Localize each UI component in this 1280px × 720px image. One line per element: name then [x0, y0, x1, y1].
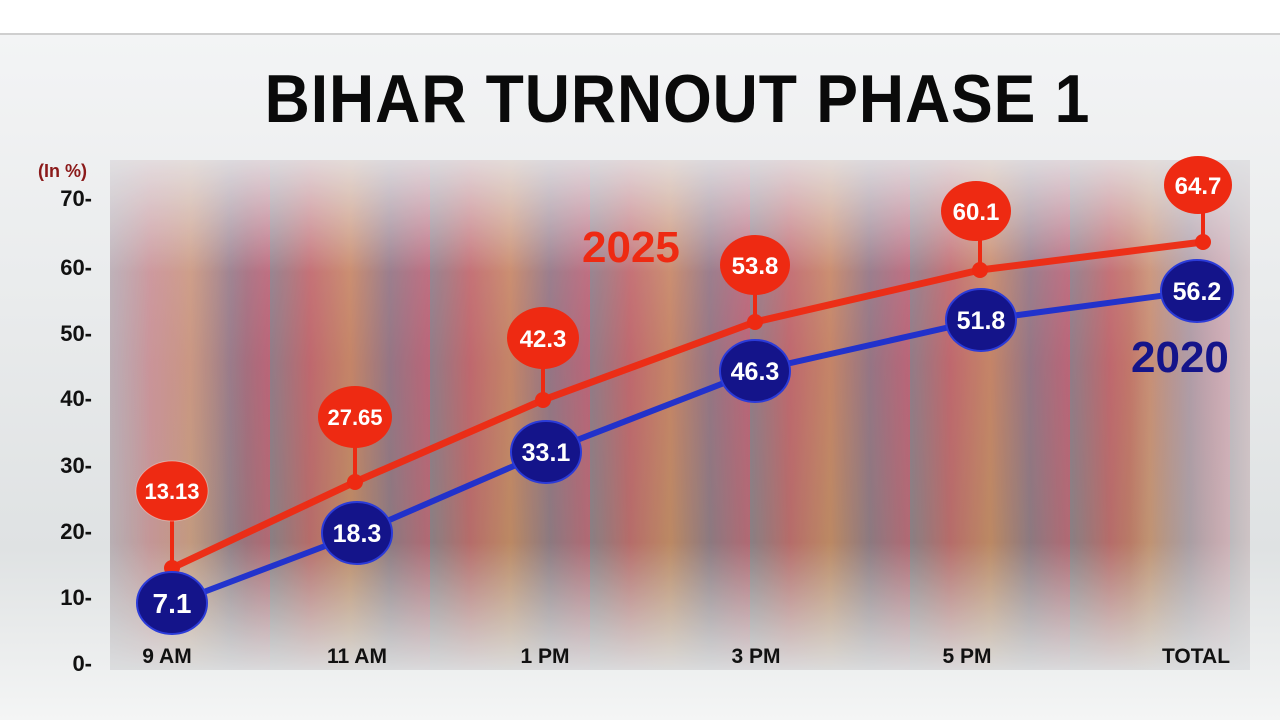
series-label-2020: 2020 — [1131, 333, 1229, 382]
data-point-2020-9am: 7.1 — [136, 571, 208, 635]
x-tick-5pm: 5 PM — [942, 645, 992, 668]
value-label: 64.7 — [1175, 173, 1222, 200]
value-label: 27.65 — [327, 405, 382, 430]
y-tick-40: 40- — [60, 386, 92, 411]
series-label-2025: 2025 — [582, 223, 680, 272]
data-point-2025-total: 64.7 — [1164, 156, 1232, 250]
chart-title: BIHAR TURNOUT PHASE 1 — [264, 61, 1091, 137]
value-label: 60.1 — [953, 199, 1000, 226]
data-point-2020-total: 56.2 — [1160, 259, 1234, 323]
value-label: 42.3 — [520, 326, 567, 353]
y-tick-50: 50- — [60, 321, 92, 346]
data-point-2020-1pm: 33.1 — [510, 420, 582, 484]
data-point-2020-5pm: 51.8 — [945, 288, 1017, 352]
series-line-2020 — [170, 288, 1198, 607]
data-point-2025-11am: 27.65 — [318, 386, 392, 490]
x-tick-1pm: 1 PM — [520, 645, 570, 668]
x-tick-9am: 9 AM — [142, 645, 192, 668]
data-point-2025-3pm: 53.8 — [720, 235, 790, 330]
value-label: 53.8 — [732, 253, 779, 280]
value-label: 46.3 — [731, 358, 780, 386]
background-photo-voters-queue — [110, 160, 1250, 670]
y-tick-10: 10- — [60, 585, 92, 610]
y-axis-unit-label: (In %) — [38, 161, 87, 181]
value-label: 51.8 — [957, 307, 1006, 335]
value-label: 7.1 — [153, 588, 192, 619]
data-point-2025-5pm: 60.1 — [941, 181, 1011, 278]
value-label: 33.1 — [522, 439, 571, 467]
series-line-2025 — [170, 238, 1204, 572]
y-tick-30: 30- — [60, 453, 92, 478]
y-tick-20: 20- — [60, 519, 92, 544]
data-point-2025-9am: 13.13 — [135, 460, 209, 576]
y-tick-0: 0- — [72, 651, 92, 676]
data-point-2020-11am: 18.3 — [321, 501, 393, 565]
value-label: 56.2 — [1173, 278, 1222, 306]
value-label: 13.13 — [144, 479, 199, 504]
y-tick-60: 60- — [60, 255, 92, 280]
x-tick-11am: 11 AM — [327, 645, 387, 668]
x-tick-3pm: 3 PM — [731, 645, 781, 668]
data-point-2020-3pm: 46.3 — [719, 339, 791, 403]
x-tick-total: TOTAL — [1161, 645, 1231, 668]
top-bar — [0, 0, 1280, 35]
value-label: 18.3 — [333, 520, 382, 548]
data-point-2025-1pm: 42.3 — [507, 307, 579, 408]
y-tick-70: 70- — [60, 186, 92, 211]
